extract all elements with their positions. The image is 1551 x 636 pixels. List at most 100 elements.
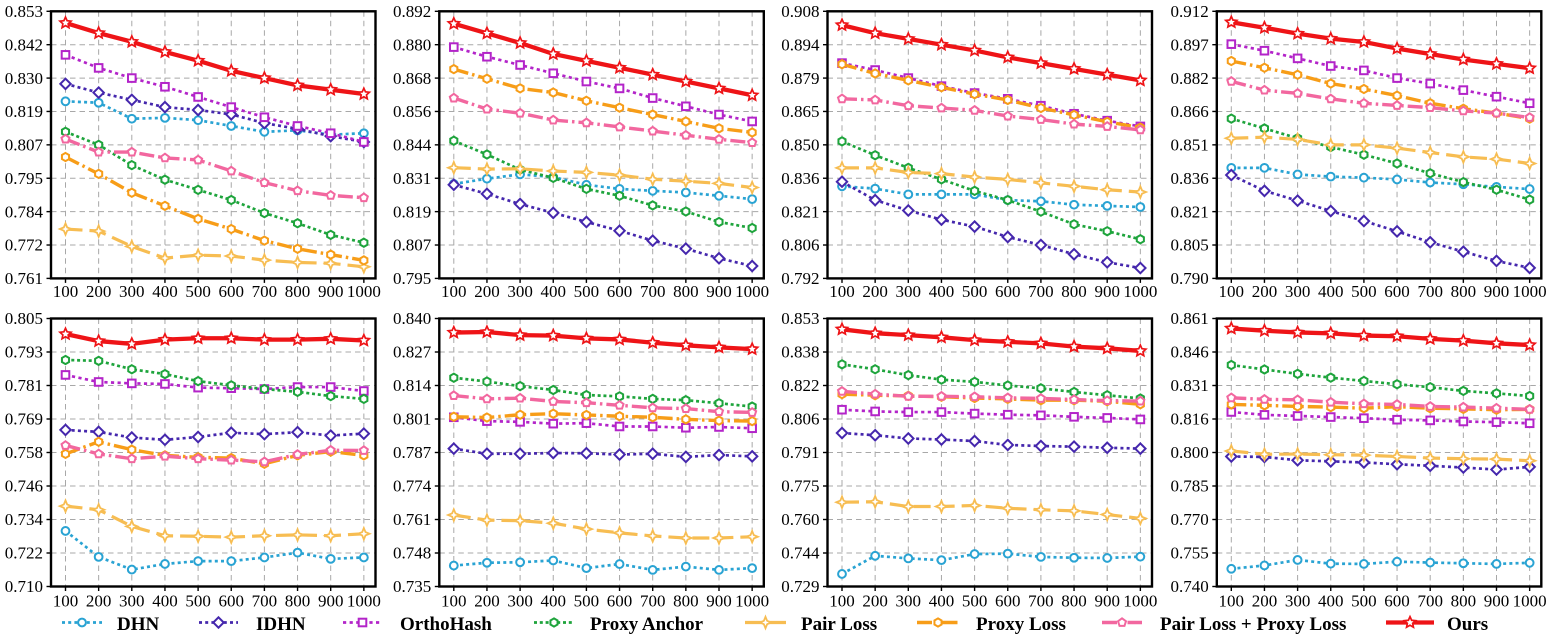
svg-text:0.821: 0.821 [781,202,819,221]
svg-text:Pair Loss: Pair Loss [801,614,877,635]
svg-text:700: 700 [252,282,278,301]
svg-text:0.746: 0.746 [5,477,43,496]
svg-text:300: 300 [119,592,145,611]
svg-text:500: 500 [962,592,988,611]
svg-text:0.807: 0.807 [393,236,432,255]
svg-text:100: 100 [441,592,467,611]
svg-text:Proxy Loss: Proxy Loss [976,614,1066,635]
svg-text:600: 600 [1384,592,1410,611]
svg-text:1000: 1000 [347,282,381,301]
svg-text:0.842: 0.842 [5,35,43,54]
svg-text:0.792: 0.792 [781,269,819,288]
svg-text:500: 500 [1351,282,1377,301]
svg-text:0.827: 0.827 [393,343,432,362]
svg-text:1000: 1000 [735,282,769,301]
svg-text:200: 200 [862,592,888,611]
svg-text:0.787: 0.787 [393,443,432,462]
svg-text:900: 900 [706,282,732,301]
svg-text:Pair Loss + Proxy Loss: Pair Loss + Proxy Loss [1160,614,1346,635]
svg-text:1000: 1000 [735,592,769,611]
svg-text:100: 100 [53,592,79,611]
svg-text:700: 700 [1028,592,1054,611]
svg-text:IDHN: IDHN [256,614,306,635]
svg-text:900: 900 [318,282,344,301]
svg-text:500: 500 [574,282,600,301]
svg-text:100: 100 [829,592,855,611]
svg-text:0.897: 0.897 [1171,35,1210,54]
svg-text:0.846: 0.846 [1171,343,1209,362]
svg-text:Proxy Anchor: Proxy Anchor [590,614,704,635]
svg-text:0.865: 0.865 [781,102,819,121]
svg-text:0.861: 0.861 [1171,309,1209,328]
svg-text:600: 600 [219,592,245,611]
svg-text:0.774: 0.774 [393,477,432,496]
svg-text:0.814: 0.814 [393,376,432,395]
svg-text:0.840: 0.840 [393,309,431,328]
svg-text:300: 300 [507,282,533,301]
svg-text:0.793: 0.793 [5,343,43,362]
svg-text:400: 400 [152,592,178,611]
svg-text:0.821: 0.821 [1171,202,1209,221]
svg-text:800: 800 [1451,282,1477,301]
svg-text:500: 500 [1351,592,1377,611]
svg-text:1000: 1000 [1123,282,1157,301]
svg-text:200: 200 [474,592,500,611]
svg-text:Ours: Ours [1447,614,1488,635]
svg-text:0.851: 0.851 [1171,136,1209,155]
svg-text:0.830: 0.830 [5,69,43,88]
svg-text:0.744: 0.744 [781,544,820,563]
svg-text:0.882: 0.882 [1171,69,1209,88]
svg-text:300: 300 [119,282,145,301]
svg-text:0.908: 0.908 [781,2,819,21]
svg-text:800: 800 [1451,592,1477,611]
svg-text:0.790: 0.790 [1171,269,1209,288]
svg-text:800: 800 [673,282,699,301]
svg-text:900: 900 [1484,282,1510,301]
svg-text:0.748: 0.748 [393,544,431,563]
svg-text:0.775: 0.775 [781,477,819,496]
svg-text:700: 700 [1028,282,1054,301]
svg-text:900: 900 [1094,282,1120,301]
svg-text:900: 900 [1484,592,1510,611]
svg-text:900: 900 [318,592,344,611]
svg-text:0.770: 0.770 [1171,510,1209,529]
svg-text:600: 600 [607,282,633,301]
svg-text:0.816: 0.816 [1171,410,1209,429]
svg-text:700: 700 [1417,282,1443,301]
svg-text:400: 400 [1318,592,1344,611]
svg-text:200: 200 [1252,592,1278,611]
svg-text:400: 400 [929,592,955,611]
svg-text:0.740: 0.740 [1171,577,1209,596]
svg-text:100: 100 [1219,592,1245,611]
svg-text:0.795: 0.795 [5,169,43,188]
svg-text:0.735: 0.735 [393,577,431,596]
svg-text:500: 500 [185,592,211,611]
svg-text:1000: 1000 [1123,592,1157,611]
svg-text:DHN: DHN [117,614,160,635]
svg-text:0.722: 0.722 [5,544,43,563]
svg-text:0.795: 0.795 [393,269,431,288]
svg-text:0.868: 0.868 [393,69,431,88]
svg-text:0.769: 0.769 [5,410,43,429]
svg-text:1000: 1000 [1513,282,1547,301]
svg-text:200: 200 [862,282,888,301]
svg-text:0.710: 0.710 [5,577,43,596]
svg-text:0.850: 0.850 [781,136,819,155]
svg-text:0.758: 0.758 [5,443,43,462]
svg-text:OrthoHash: OrthoHash [400,614,492,635]
svg-text:0.729: 0.729 [781,577,819,596]
svg-text:500: 500 [962,282,988,301]
svg-text:0.800: 0.800 [1171,443,1209,462]
svg-text:0.805: 0.805 [5,309,43,328]
svg-text:400: 400 [541,282,567,301]
svg-text:300: 300 [1285,282,1311,301]
svg-text:0.755: 0.755 [1171,544,1209,563]
svg-text:0.822: 0.822 [781,376,819,395]
svg-text:0.836: 0.836 [781,169,819,188]
svg-text:0.844: 0.844 [393,136,432,155]
svg-text:600: 600 [995,592,1021,611]
svg-text:0.806: 0.806 [781,236,819,255]
svg-text:0.781: 0.781 [5,376,43,395]
svg-text:200: 200 [1252,282,1278,301]
svg-text:100: 100 [1219,282,1245,301]
